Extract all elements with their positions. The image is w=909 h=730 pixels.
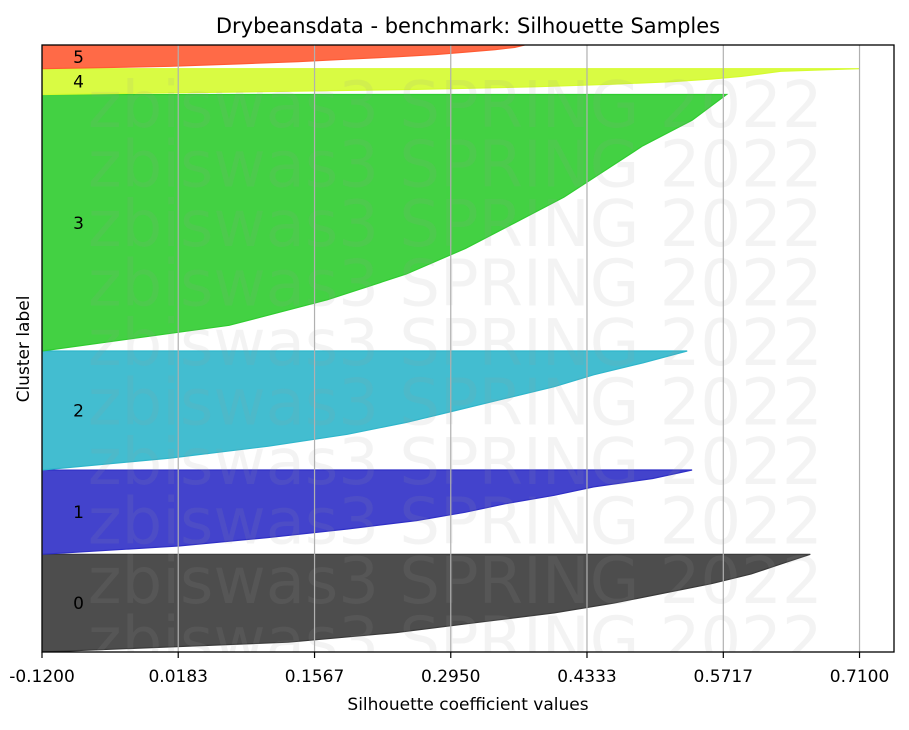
watermark-text: zbiswas3 SPRING 2022 [88, 605, 823, 679]
x-tick-label: 0.1567 [285, 667, 344, 687]
x-axis-label: Silhouette coefficient values [347, 695, 588, 715]
watermark-text: zbiswas3 SPRING 2022 [88, 545, 823, 619]
watermark-text: zbiswas3 SPRING 2022 [88, 426, 823, 500]
x-axis-ticks: -0.1200 0.0183 0.1567 0.2950 0.4333 0.5717 0.7… [9, 652, 889, 687]
y-tick-label-cluster-3: 3 [73, 214, 84, 234]
cluster-0-silhouette [42, 553, 811, 652]
chart-title: Drybeansdata - benchmark: Silhouette Sam… [216, 14, 720, 38]
watermark-text: zbiswas3 SPRING 2022 [88, 69, 823, 143]
plot-frame [41, 44, 895, 653]
y-axis-label: Cluster label [14, 296, 34, 403]
y-tick-label-cluster-5: 5 [73, 48, 84, 68]
watermark-text: zbiswas3 SPRING 2022 [88, 486, 823, 560]
y-tick-label-cluster-0: 0 [73, 594, 84, 614]
y-tick-label-cluster-1: 1 [73, 503, 84, 523]
x-tick-label: -0.1200 [9, 667, 75, 687]
x-tick-label: 0.4333 [557, 667, 616, 687]
watermark-text: zbiswas3 SPRING 2022 [88, 188, 823, 262]
watermark-text: zbiswas3 SPRING 2022 [88, 248, 823, 322]
x-gridlines [42, 45, 861, 652]
cluster-5-silhouette [42, 45, 525, 70]
x-tick-label: 0.0183 [148, 667, 207, 687]
x-tick-label: 0.7100 [830, 667, 889, 687]
cluster-2-silhouette [42, 350, 688, 471]
y-tick-label-cluster-2: 2 [73, 402, 84, 422]
cluster-fills [42, 45, 860, 652]
y-axis-ticks: 0 1 2 3 4 5 [73, 48, 84, 614]
watermark-text: zbiswas3 SPRING 2022 [88, 129, 823, 203]
watermark-text: zbiswas3 SPRING 2022 [88, 307, 823, 381]
cluster-1-silhouette [42, 469, 693, 555]
watermark-text: zbiswas3 SPRING 2022 [88, 367, 823, 441]
x-tick-label: 0.5717 [694, 667, 753, 687]
x-tick-label: 0.2950 [421, 667, 480, 687]
cluster-3-silhouette [42, 93, 729, 352]
y-tick-label-cluster-4: 4 [73, 73, 84, 93]
